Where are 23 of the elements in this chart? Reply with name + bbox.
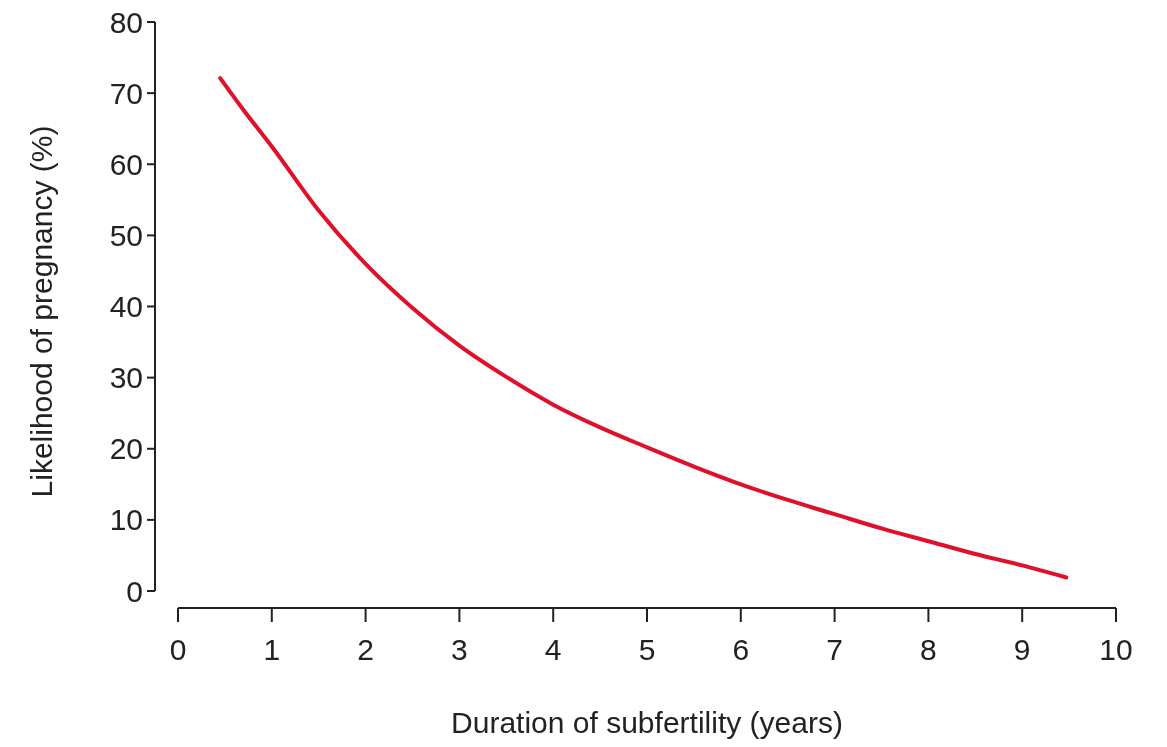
x-tick-label: 5	[638, 633, 656, 666]
y-axis-title: Likelihood of pregnancy (%)	[25, 125, 58, 498]
x-tick-label: 10	[1099, 633, 1133, 666]
x-tick-label: 7	[826, 633, 843, 666]
x-axis-title: Duration of subfertility (years)	[451, 706, 843, 739]
x-tick-label: 4	[544, 633, 562, 666]
y-tick-label: 80	[109, 5, 143, 39]
y-tick-label: 20	[109, 432, 143, 466]
y-tick-label: 30	[109, 361, 143, 395]
y-tick-label: 70	[109, 76, 143, 110]
y-tick-label: 0	[126, 574, 143, 608]
line-series	[218, 76, 1069, 580]
x-tick-label: 6	[732, 633, 750, 666]
x-tick-label: 2	[357, 633, 374, 666]
x-tick-label: 8	[920, 633, 937, 666]
y-tick-label: 50	[109, 218, 143, 252]
x-tick-label: 3	[451, 633, 468, 666]
x-tick-label: 9	[1013, 633, 1031, 666]
x-tick-label: 0	[169, 633, 187, 666]
y-tick-label: 10	[109, 503, 143, 537]
x-tick-label: 1	[263, 633, 281, 666]
y-tick-label: 40	[109, 290, 143, 323]
y-tick-label: 60	[109, 147, 143, 181]
